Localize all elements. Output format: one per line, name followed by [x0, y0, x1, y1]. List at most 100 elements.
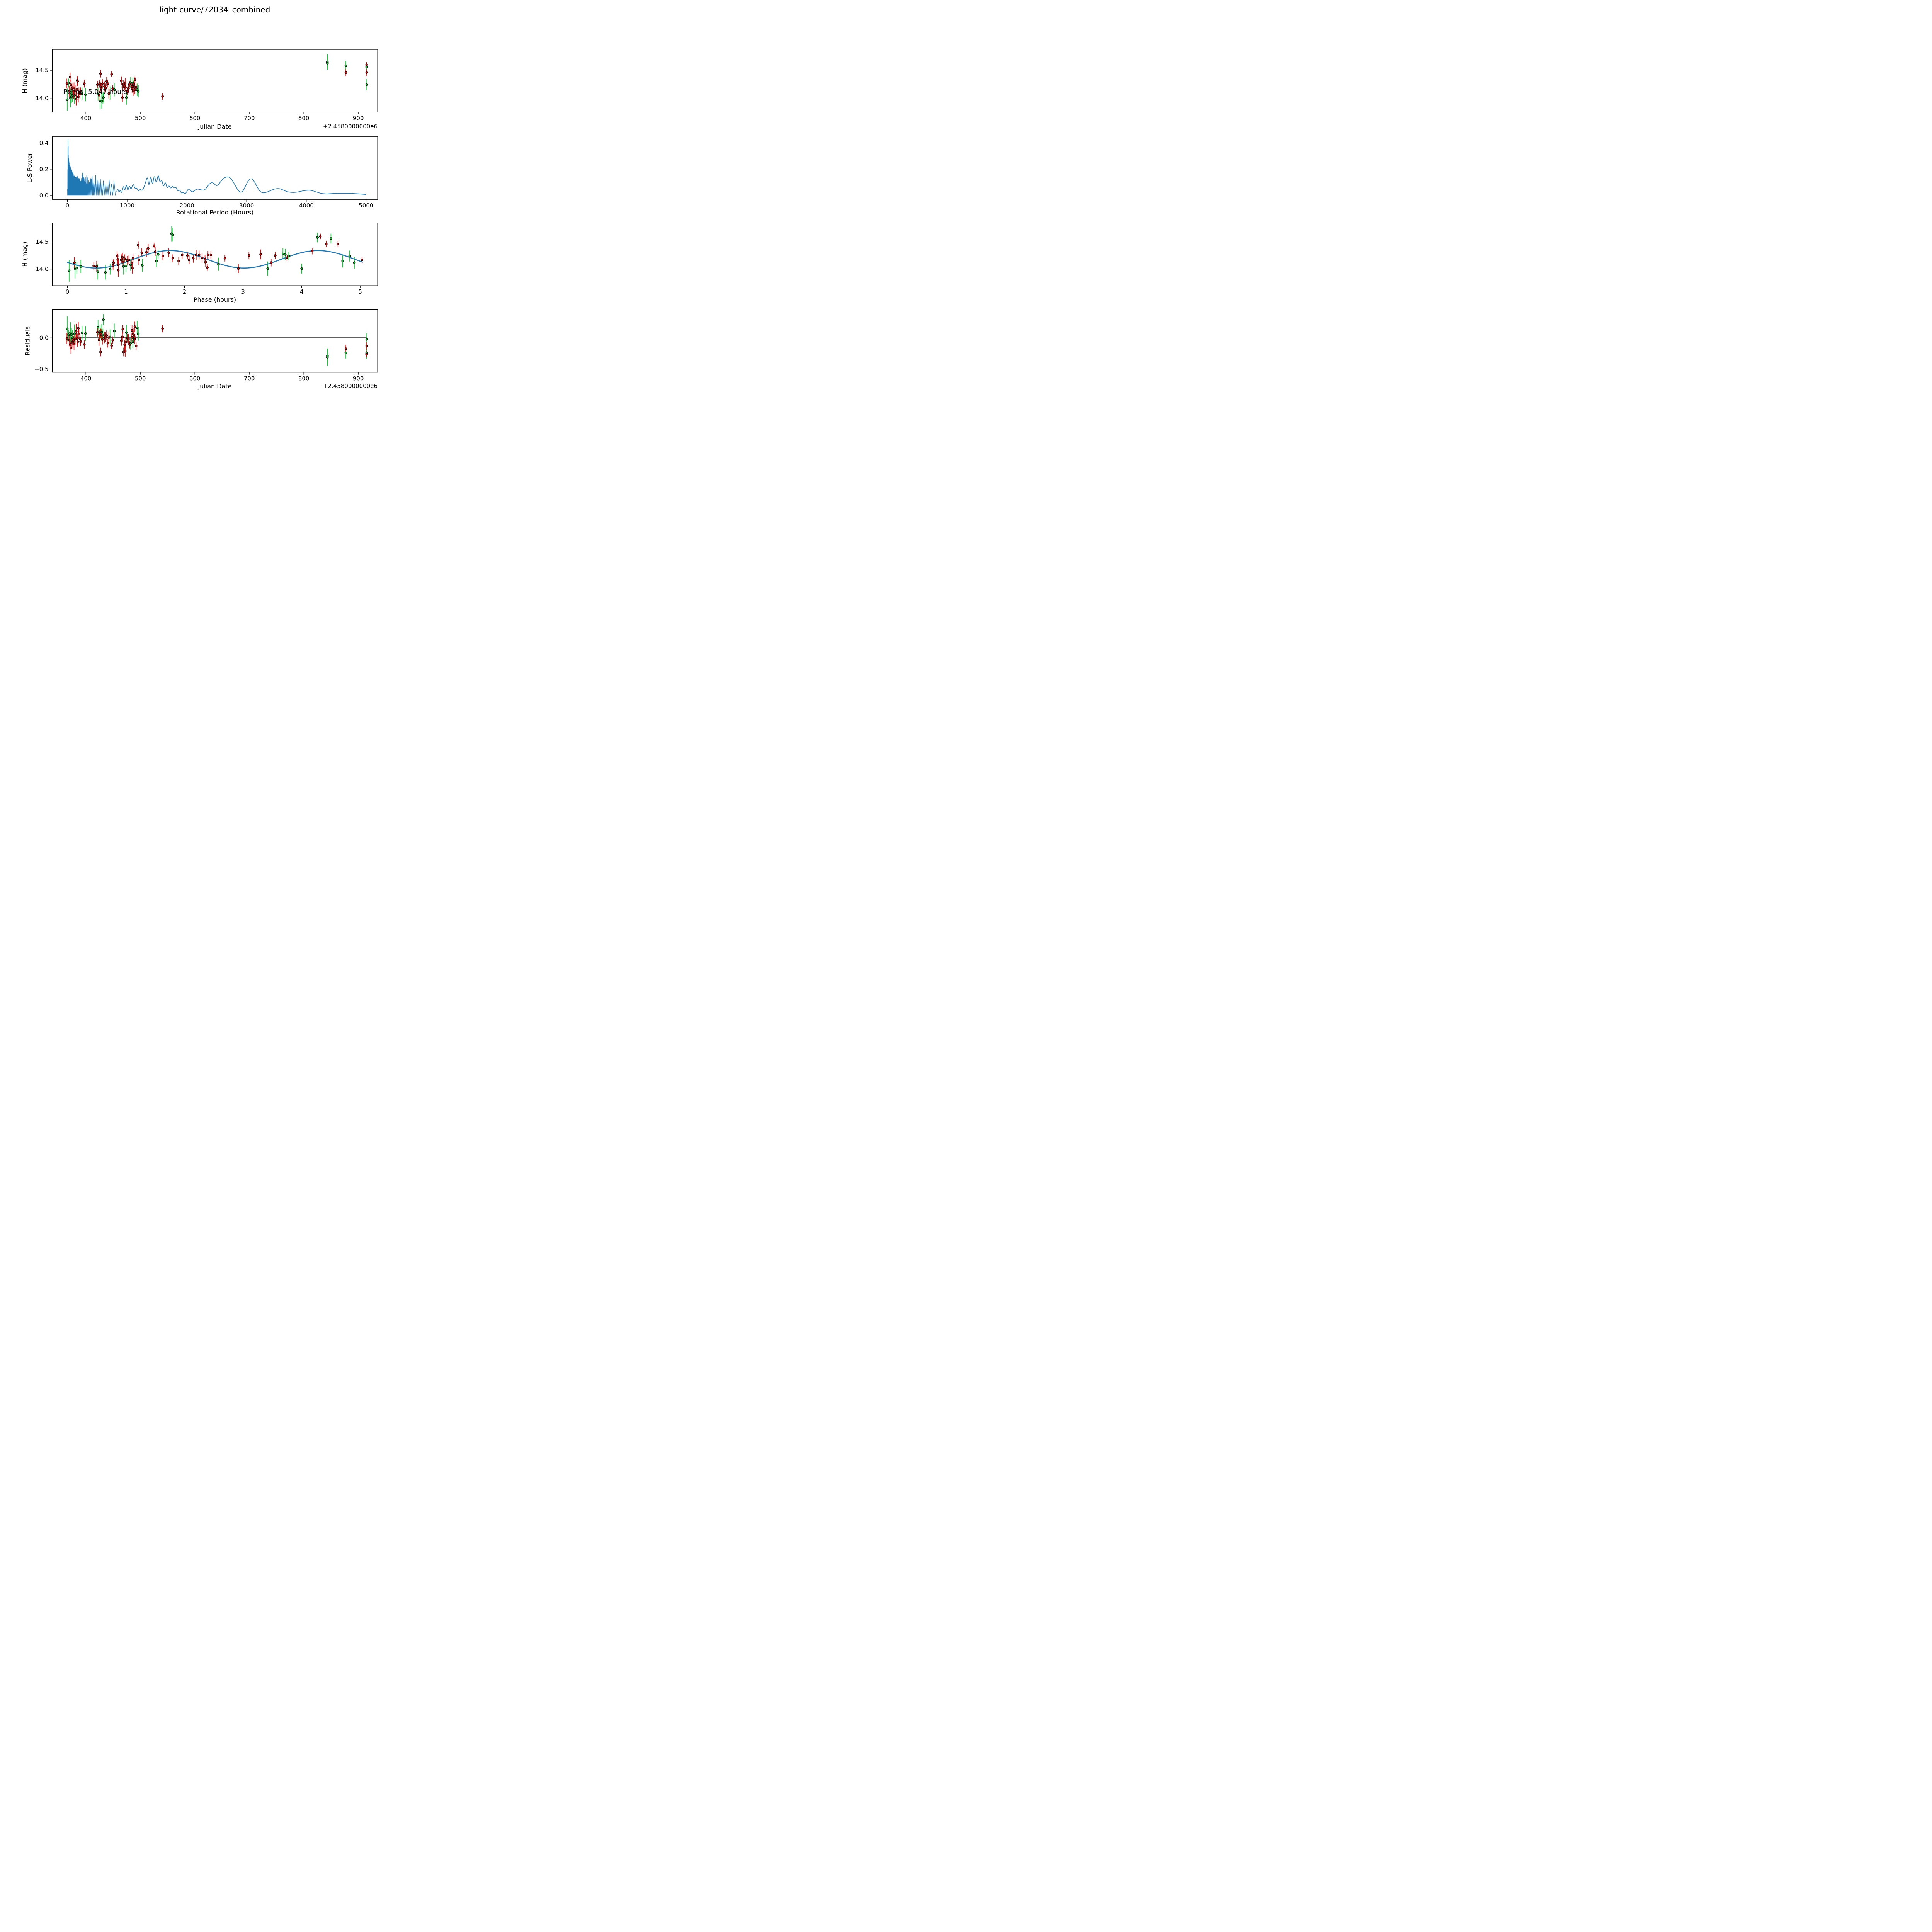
residuals-ytick-label: −0.5: [34, 366, 48, 372]
data-point: [154, 250, 157, 253]
lightcurve-frame: [52, 49, 378, 112]
data-point: [134, 336, 136, 339]
data-point: [105, 334, 108, 337]
residuals-xtick-label: 800: [298, 375, 310, 382]
data-point: [337, 243, 339, 245]
data-point: [71, 336, 74, 339]
phase-xlabel: Phase (hours): [193, 296, 236, 303]
data-point: [95, 265, 98, 268]
data-point: [192, 257, 195, 260]
data-point: [247, 254, 250, 257]
data-point: [77, 333, 80, 336]
data-point: [198, 253, 201, 257]
data-point: [97, 326, 100, 329]
data-point: [217, 263, 220, 266]
data-point: [130, 262, 133, 265]
lightcurve-xtick-label: 800: [298, 115, 310, 122]
residuals-xlabel: Julian Date: [198, 383, 232, 390]
data-point: [204, 258, 206, 261]
data-point: [78, 337, 82, 340]
data-point: [365, 63, 368, 66]
data-point: [353, 261, 356, 264]
data-point: [237, 267, 240, 270]
data-point: [103, 85, 106, 88]
data-point: [130, 85, 133, 88]
data-point: [128, 259, 130, 261]
figure-title: light-curve/72034_combined: [159, 5, 270, 14]
data-point: [68, 269, 71, 272]
data-point: [99, 350, 102, 354]
data-point: [100, 333, 103, 337]
data-point: [68, 90, 71, 93]
data-point: [121, 96, 124, 99]
data-point: [209, 253, 213, 257]
data-point: [204, 260, 207, 264]
data-point: [73, 268, 77, 270]
data-point: [73, 261, 76, 264]
data-point: [133, 88, 136, 91]
lightcurve-x-offset: +2.4580000000e6: [323, 123, 378, 130]
data-point: [124, 350, 127, 352]
data-point: [167, 251, 170, 254]
data-point: [110, 344, 113, 347]
residuals-x-offset: +2.4580000000e6: [323, 383, 378, 389]
data-point: [124, 86, 127, 89]
data-point: [83, 343, 86, 346]
data-point: [116, 258, 119, 261]
data-point: [123, 257, 126, 260]
data-point: [65, 337, 68, 340]
data-point: [135, 345, 138, 347]
phase-xtick-label: 5: [358, 288, 362, 295]
data-point: [201, 256, 204, 259]
data-point: [84, 93, 87, 96]
data-point: [121, 328, 124, 331]
data-point: [70, 347, 72, 349]
data-point: [75, 330, 78, 333]
data-point: [68, 338, 71, 342]
data-point: [341, 260, 344, 262]
data-point: [136, 88, 139, 91]
data-point: [124, 340, 127, 344]
data-point: [81, 331, 83, 334]
data-point: [111, 87, 114, 90]
data-point: [102, 96, 105, 99]
periodogram-xtick-label: 1000: [120, 202, 134, 209]
residuals-xtick-label: 700: [244, 375, 255, 382]
data-point: [155, 260, 158, 262]
data-point: [127, 87, 130, 90]
data-point: [99, 72, 102, 75]
data-point: [67, 333, 70, 336]
periodogram-xtick-label: 4000: [299, 202, 314, 209]
data-point: [122, 260, 124, 264]
data-point: [106, 82, 109, 85]
data-point: [286, 256, 289, 259]
periodogram-ytick-label: 0.0: [39, 192, 49, 199]
periodogram-frame: [52, 136, 378, 200]
phase-xtick-label: 0: [66, 288, 70, 295]
data-point: [72, 93, 75, 96]
data-point: [112, 264, 114, 267]
data-point: [137, 259, 140, 261]
data-point: [161, 95, 164, 98]
data-point: [135, 85, 138, 88]
data-point: [79, 90, 82, 93]
data-point: [74, 89, 77, 92]
data-point: [361, 259, 364, 261]
data-point: [344, 65, 347, 67]
data-point: [75, 267, 78, 270]
periodogram-xtick-label: 0: [66, 202, 70, 209]
data-point: [116, 255, 119, 257]
periodogram-xtick-label: 2000: [179, 202, 194, 209]
data-point: [75, 98, 78, 100]
data-point: [70, 83, 72, 86]
data-point: [107, 92, 110, 95]
data-point: [319, 235, 322, 238]
lightcurve-xtick-label: 700: [244, 115, 255, 122]
data-point: [97, 94, 100, 97]
periodogram-ylabel: L-S Power: [26, 152, 34, 183]
data-point: [65, 82, 68, 85]
data-point: [109, 268, 112, 270]
data-point: [131, 267, 134, 270]
data-point: [284, 253, 287, 256]
data-point: [76, 80, 79, 83]
